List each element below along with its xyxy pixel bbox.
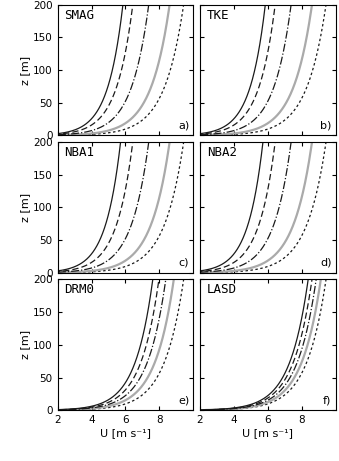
X-axis label: U [m s⁻¹]: U [m s⁻¹]	[100, 428, 151, 438]
Text: d): d)	[320, 258, 332, 268]
Text: a): a)	[178, 120, 189, 130]
X-axis label: U [m s⁻¹]: U [m s⁻¹]	[242, 428, 293, 438]
Text: NBA1: NBA1	[64, 146, 94, 159]
Y-axis label: z [m]: z [m]	[20, 55, 30, 85]
Text: DRM0: DRM0	[64, 284, 94, 296]
Text: b): b)	[320, 120, 332, 130]
Text: c): c)	[179, 258, 189, 268]
Text: f): f)	[323, 395, 332, 405]
Text: e): e)	[178, 395, 189, 405]
Text: LASD: LASD	[207, 284, 237, 296]
Text: TKE: TKE	[207, 9, 229, 22]
Text: SMAG: SMAG	[64, 9, 94, 22]
Text: NBA2: NBA2	[207, 146, 237, 159]
Y-axis label: z [m]: z [m]	[20, 330, 30, 360]
Y-axis label: z [m]: z [m]	[20, 193, 30, 222]
